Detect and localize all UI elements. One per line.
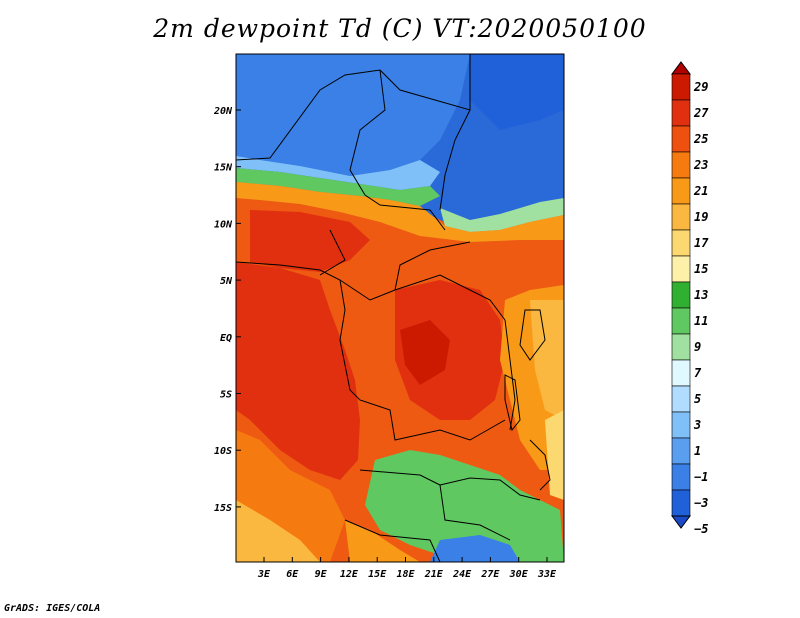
colorbar-swatch	[671, 359, 691, 387]
colorbar-label: 27	[693, 106, 709, 120]
colorbar-swatch	[671, 125, 691, 153]
country-borders	[236, 54, 551, 562]
colorbar-label: 23	[693, 158, 708, 172]
colorbar-label: 9	[694, 340, 701, 354]
latitude-axis: 20N 15N 10N 5N EQ 5S 10S 15S	[213, 106, 241, 514]
colorbar-swatch	[671, 281, 691, 309]
colorbar-bottom-arrow	[671, 515, 691, 529]
lat-label: EQ	[220, 333, 232, 344]
plot-frame	[235, 53, 565, 563]
lon-label: 24E	[452, 569, 472, 580]
colorbar-swatch	[671, 437, 691, 465]
colorbar-swatch	[671, 177, 691, 205]
lat-label: 5N	[220, 276, 233, 287]
colorbar-swatch	[671, 463, 691, 491]
lon-label: 9E	[315, 569, 328, 580]
colorbar-label: 29	[693, 80, 708, 94]
longitude-axis: 3E 6E 9E 12E 15E 18E 21E 24E 27E 30E 33E	[257, 557, 557, 580]
colorbar-swatch	[671, 489, 691, 517]
grads-credit: GrADS: IGES/COLA	[4, 603, 101, 614]
lat-label: 10N	[214, 219, 233, 230]
lat-label: 15S	[214, 503, 232, 514]
colorbar-swatch	[671, 307, 691, 335]
lat-label: 5S	[220, 390, 232, 401]
colorbar-label: 13	[694, 288, 708, 302]
colorbar-swatch	[671, 99, 691, 127]
colorbar-label: 1	[694, 444, 701, 458]
colorbar-label: 11	[694, 314, 708, 328]
colorbar-label: −5	[694, 522, 708, 536]
lon-label: 21E	[424, 569, 444, 580]
lon-label: 33E	[537, 569, 557, 580]
colorbar-swatch	[671, 73, 691, 101]
lon-label: 3E	[257, 569, 271, 580]
lon-label: 18E	[396, 569, 415, 580]
colorbar-label: 15	[694, 262, 708, 276]
colorbar-label: 19	[694, 210, 708, 224]
color-bar: 29 27 25 23 21 19 17 15 13 11 9 7 5 3 1 −1 −3 −5	[671, 61, 709, 536]
lon-label: 27E	[480, 569, 500, 580]
colorbar-label: −1	[694, 470, 708, 484]
colorbar-swatch	[671, 229, 691, 257]
colorbar-label: 21	[693, 184, 708, 198]
colorbar-swatch	[671, 255, 691, 283]
lat-label: 20N	[213, 106, 233, 117]
lon-label: 15E	[368, 569, 387, 580]
lon-label: 12E	[340, 569, 359, 580]
dewpoint-field	[236, 54, 564, 562]
colorbar-label: 3	[693, 418, 701, 432]
colorbar-swatch	[671, 411, 691, 439]
colorbar-swatch	[671, 151, 691, 179]
lon-label: 6E	[286, 569, 299, 580]
colorbar-label: 7	[694, 366, 702, 380]
colorbar-label: 17	[694, 236, 709, 250]
colorbar-top-arrow	[671, 61, 691, 75]
colorbar-swatch	[671, 203, 691, 231]
colorbar-swatch	[671, 385, 691, 413]
lat-label: 15N	[214, 163, 233, 174]
colorbar-label: 25	[693, 132, 708, 146]
colorbar-swatch	[671, 333, 691, 361]
colorbar-label: 5	[694, 392, 701, 406]
lon-label: 30E	[509, 569, 529, 580]
lat-label: 10S	[214, 446, 232, 457]
colorbar-label: −3	[694, 496, 708, 510]
map-title: 2m dewpoint Td (C) VT:2020050100	[153, 14, 647, 43]
